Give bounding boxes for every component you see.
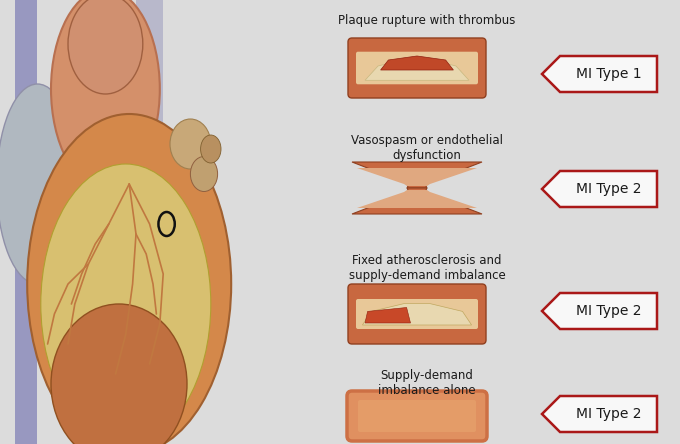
Polygon shape: [352, 162, 482, 188]
Polygon shape: [542, 293, 657, 329]
Text: MI Type 2: MI Type 2: [576, 407, 641, 421]
Ellipse shape: [51, 0, 160, 189]
Polygon shape: [362, 304, 472, 325]
Ellipse shape: [27, 114, 231, 444]
Ellipse shape: [170, 119, 211, 169]
Polygon shape: [136, 0, 163, 244]
Ellipse shape: [201, 135, 221, 163]
Text: Vasospasm or endothelial
dysfunction: Vasospasm or endothelial dysfunction: [351, 134, 503, 162]
Ellipse shape: [37, 204, 85, 284]
Polygon shape: [357, 190, 477, 208]
Polygon shape: [542, 396, 657, 432]
Text: Fixed atherosclerosis and
supply-demand imbalance: Fixed atherosclerosis and supply-demand …: [349, 254, 505, 282]
FancyBboxPatch shape: [348, 38, 486, 98]
Text: MI Type 2: MI Type 2: [576, 304, 641, 318]
FancyBboxPatch shape: [358, 400, 476, 432]
FancyBboxPatch shape: [356, 299, 478, 329]
Ellipse shape: [51, 304, 187, 444]
Ellipse shape: [68, 0, 143, 94]
Polygon shape: [381, 56, 454, 70]
FancyBboxPatch shape: [356, 52, 478, 84]
Polygon shape: [542, 171, 657, 207]
Ellipse shape: [41, 164, 211, 444]
FancyBboxPatch shape: [347, 391, 487, 441]
Polygon shape: [357, 168, 477, 186]
Polygon shape: [15, 0, 37, 444]
FancyBboxPatch shape: [348, 284, 486, 344]
Ellipse shape: [190, 156, 218, 191]
Polygon shape: [542, 56, 657, 92]
Text: Supply-demand
imbalance alone: Supply-demand imbalance alone: [378, 369, 476, 397]
Polygon shape: [352, 188, 482, 214]
Text: Plaque rupture with thrombus: Plaque rupture with thrombus: [339, 14, 515, 27]
Text: MI Type 1: MI Type 1: [576, 67, 641, 81]
Text: MI Type 2: MI Type 2: [576, 182, 641, 196]
Ellipse shape: [0, 84, 78, 284]
Polygon shape: [365, 308, 411, 323]
Polygon shape: [365, 58, 469, 80]
